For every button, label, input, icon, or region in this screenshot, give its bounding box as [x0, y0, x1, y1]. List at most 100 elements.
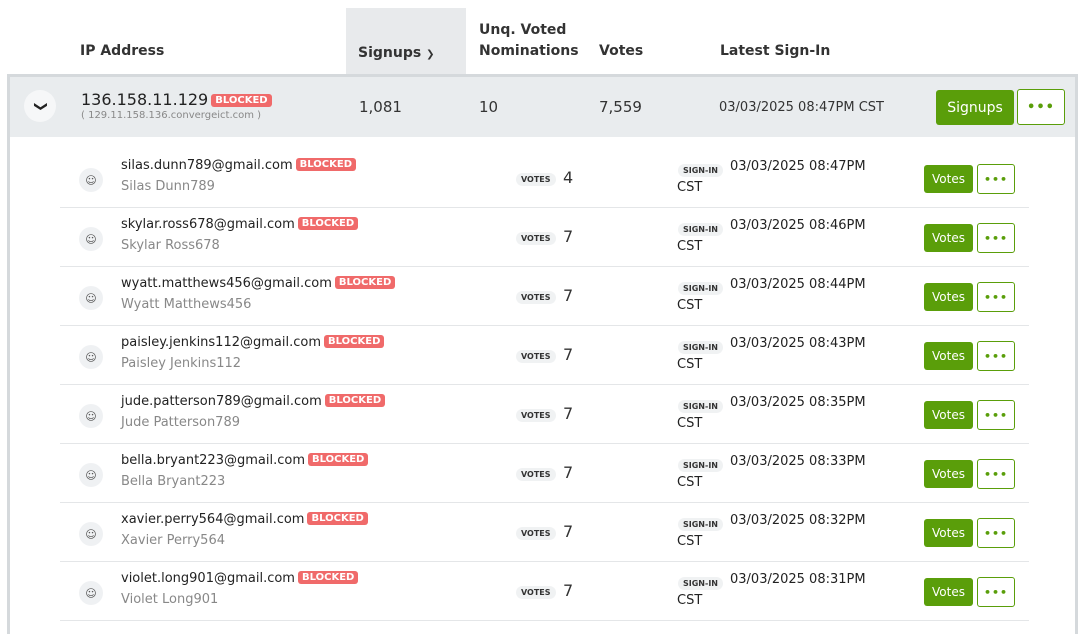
ip-address: 136.158.11.129 BLOCKED [81, 90, 272, 109]
ip-hostname: ( 129.11.158.136.convergeict.com ) [81, 110, 262, 121]
col-latest-signin[interactable]: Latest Sign-In [720, 43, 831, 59]
user-more-button[interactable]: ••• [977, 164, 1015, 194]
col-votes[interactable]: Votes [599, 43, 644, 59]
ip-nominations: 10 [479, 98, 499, 116]
votes-button[interactable]: Votes [924, 578, 973, 606]
signin-date: 03/03/2025 08:33PM [730, 454, 866, 469]
user-name: Skylar Ross678 [121, 238, 220, 253]
votes-label: VOTES [516, 232, 556, 245]
user-more-button[interactable]: ••• [977, 223, 1015, 253]
signin-label: SIGN-IN [678, 164, 723, 177]
signin-label: SIGN-IN [678, 518, 723, 531]
email-text: skylar.ross678@gmail.com [121, 217, 295, 232]
user-email: xavier.perry564@gmail.com BLOCKED [121, 512, 368, 527]
user-name: Paisley Jenkins112 [121, 356, 242, 371]
user-name: Silas Dunn789 [121, 179, 215, 194]
user-row: ☺ paisley.jenkins112@gmail.com BLOCKED Pa… [60, 326, 1029, 385]
blocked-badge: BLOCKED [211, 94, 272, 107]
votes-button[interactable]: Votes [924, 283, 973, 311]
votes-label: VOTES [516, 586, 556, 599]
user-row: ☺ jude.patterson789@gmail.com BLOCKED Jud… [60, 385, 1029, 444]
user-row: ☺ bella.bryant223@gmail.com BLOCKED Bella… [60, 444, 1029, 503]
votes-label: VOTES [516, 350, 556, 363]
user-row: ☺ wyatt.matthews456@gmail.com BLOCKED Wya… [60, 267, 1029, 326]
signin-timezone: CST [677, 239, 703, 254]
ip-text: 136.158.11.129 [81, 90, 209, 109]
signin-date: 03/03/2025 08:47PM [730, 159, 866, 174]
user-icon: ☺ [79, 227, 103, 251]
signin-date: 03/03/2025 08:32PM [730, 513, 866, 528]
user-more-button[interactable]: ••• [977, 577, 1015, 607]
user-email: violet.long901@gmail.com BLOCKED [121, 571, 359, 586]
blocked-badge: BLOCKED [324, 394, 386, 407]
ip-signups: 1,081 [359, 98, 402, 116]
email-text: xavier.perry564@gmail.com [121, 512, 305, 527]
votes-label: VOTES [516, 291, 556, 304]
signin-date: 03/03/2025 08:46PM [730, 218, 866, 233]
signin-timezone: CST [677, 534, 703, 549]
signin-timezone: CST [677, 475, 703, 490]
email-text: paisley.jenkins112@gmail.com [121, 335, 322, 350]
user-email: skylar.ross678@gmail.com BLOCKED [121, 217, 359, 232]
user-more-button[interactable]: ••• [977, 341, 1015, 371]
votes-button[interactable]: Votes [924, 165, 973, 193]
signups-button[interactable]: Signups [936, 90, 1014, 125]
col-nominations-line2: Nominations [479, 43, 579, 59]
ip-group: ❯ 136.158.11.129 BLOCKED ( 129.11.158.136… [7, 74, 1078, 634]
col-nominations[interactable]: Unq. Voted Nominations [479, 20, 579, 62]
signin-label: SIGN-IN [678, 577, 723, 590]
user-icon: ☺ [79, 286, 103, 310]
signin-timezone: CST [677, 416, 703, 431]
blocked-badge: BLOCKED [297, 217, 359, 230]
signin-timezone: CST [677, 357, 703, 372]
votes-button[interactable]: Votes [924, 224, 973, 252]
email-text: jude.patterson789@gmail.com [121, 394, 322, 409]
col-signups[interactable]: Signups ❯ [346, 8, 466, 74]
signin-timezone: CST [677, 180, 703, 195]
email-text: silas.dunn789@gmail.com [121, 158, 293, 173]
votes-count: 7 [563, 286, 574, 305]
user-more-button[interactable]: ••• [977, 400, 1015, 430]
collapse-chevron-icon[interactable]: ❯ [24, 90, 56, 122]
user-name: Violet Long901 [121, 592, 219, 607]
blocked-badge: BLOCKED [324, 335, 385, 348]
col-ip-address[interactable]: IP Address [80, 43, 165, 59]
user-email: silas.dunn789@gmail.com BLOCKED [121, 158, 357, 173]
email-text: bella.bryant223@gmail.com [121, 453, 305, 468]
user-more-button[interactable]: ••• [977, 459, 1015, 489]
votes-count: 7 [563, 463, 574, 482]
user-name: Wyatt Matthews456 [121, 297, 252, 312]
blocked-badge: BLOCKED [307, 453, 369, 466]
user-icon: ☺ [79, 581, 103, 605]
votes-button[interactable]: Votes [924, 460, 973, 488]
signin-label: SIGN-IN [678, 459, 723, 472]
user-icon: ☺ [79, 522, 103, 546]
user-icon: ☺ [79, 345, 103, 369]
votes-count: 4 [563, 168, 574, 187]
blocked-badge: BLOCKED [295, 158, 357, 171]
signin-date: 03/03/2025 08:43PM [730, 336, 866, 351]
user-icon: ☺ [79, 463, 103, 487]
signin-label: SIGN-IN [678, 223, 723, 236]
ip-more-button[interactable]: ••• [1017, 89, 1065, 125]
signin-date: 03/03/2025 08:44PM [730, 277, 866, 292]
votes-label: VOTES [516, 173, 556, 186]
user-more-button[interactable]: ••• [977, 518, 1015, 548]
signin-date: 03/03/2025 08:35PM [730, 395, 866, 410]
col-signups-label: Signups [358, 45, 422, 61]
votes-label: VOTES [516, 409, 556, 422]
user-row: ☺ skylar.ross678@gmail.com BLOCKED Skylar… [60, 208, 1029, 267]
votes-button[interactable]: Votes [924, 519, 973, 547]
votes-count: 7 [563, 581, 574, 600]
signin-label: SIGN-IN [678, 282, 723, 295]
signin-timezone: CST [677, 298, 703, 313]
votes-button[interactable]: Votes [924, 401, 973, 429]
user-email: paisley.jenkins112@gmail.com BLOCKED [121, 335, 385, 350]
user-row: ☺ violet.long901@gmail.com BLOCKED Violet… [60, 562, 1029, 621]
signin-date: 03/03/2025 08:31PM [730, 572, 866, 587]
blocked-badge: BLOCKED [297, 571, 359, 584]
votes-button[interactable]: Votes [924, 342, 973, 370]
chevron-down-icon: ❯ [426, 49, 435, 60]
user-row: ☺ silas.dunn789@gmail.com BLOCKED Silas D… [60, 149, 1029, 208]
user-more-button[interactable]: ••• [977, 282, 1015, 312]
